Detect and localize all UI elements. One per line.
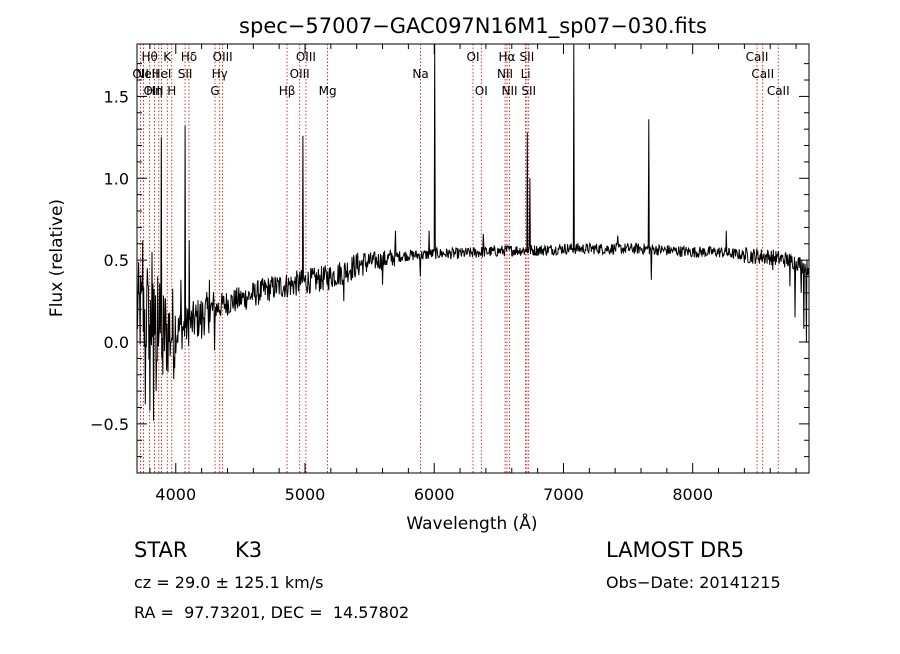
line-marker-label-6: K: [163, 50, 172, 64]
y-axis-label: Flux (relative): [47, 199, 67, 317]
spectrum-line: [136, 43, 810, 421]
line-marker-label-8: SII: [178, 67, 193, 81]
x-tick-label-1: 5000: [285, 485, 326, 504]
line-marker-label-23: Li: [521, 67, 531, 81]
line-marker-label-17: Na: [412, 67, 428, 81]
line-marker-label-28: CaII: [767, 84, 790, 98]
survey-name: LAMOST DR5: [606, 538, 745, 562]
line-marker-label-27: CaII: [751, 67, 774, 81]
x-tick-label-3: 7000: [543, 485, 584, 504]
line-marker-label-18: OI: [467, 50, 480, 64]
line-marker-label-13: Hβ: [279, 84, 296, 98]
plot-frame: [136, 43, 810, 474]
line-marker-label-3: Hη: [146, 84, 163, 98]
obs-date: Obs−Date: 20141215: [606, 573, 781, 592]
redshift-readout: cz = 29.0 ± 125.1 km/s: [134, 573, 324, 592]
y-axis-ticks: −0.5 0.0 0.5 1.0 1.5: [90, 63, 809, 458]
object-class: STAR: [134, 538, 188, 562]
x-tick-label-4: 8000: [672, 485, 713, 504]
line-marker-label-14: OIII: [290, 67, 310, 81]
line-marker-label-24: SII: [520, 50, 535, 64]
line-marker-label-5: HeI: [151, 67, 171, 81]
line-markers: [140, 44, 779, 473]
line-marker-label-25: SII: [521, 84, 536, 98]
x-tick-label-2: 6000: [414, 485, 455, 504]
line-marker-label-4: NeII: [135, 67, 158, 81]
line-marker-label-15: OIII: [296, 50, 316, 64]
y-tick-label-1: 0.0: [104, 333, 129, 352]
line-marker-label-7: H: [167, 84, 176, 98]
y-tick-label-2: 0.5: [104, 251, 129, 270]
line-marker-label-12: OIII: [213, 50, 233, 64]
line-marker-label-0: OII: [132, 67, 149, 81]
x-tick-label-0: 4000: [155, 485, 196, 504]
line-marker-label-22: NII: [502, 84, 518, 98]
chart-title: spec−57007−GAC097N16M1_sp07−030.fits: [239, 14, 707, 39]
line-marker-label-16: Mg: [319, 84, 337, 98]
ra-dec-readout: RA = 97.73201, DEC = 14.57802: [134, 603, 410, 622]
line-marker-label-1: OIII: [143, 84, 163, 98]
line-marker-label-21: Hα: [499, 50, 516, 64]
line-marker-label-9: Hδ: [181, 50, 197, 64]
line-marker-label-26: CaII: [746, 50, 769, 64]
line-marker-label-11: Hγ: [212, 67, 228, 81]
y-tick-label-3: 1.0: [104, 169, 129, 188]
line-marker-label-2: Hθ: [141, 50, 157, 64]
line-marker-labels: OIIOIIIHθHηNeIIHeIKHSIIHδGHγOIIIHβOIIIOI…: [132, 50, 789, 98]
x-axis-ticks: 4000 5000 6000 7000 8000: [149, 44, 797, 504]
line-marker-label-10: G: [210, 84, 219, 98]
x-axis-label: Wavelength (Å): [406, 512, 537, 534]
line-marker-label-19: OI: [475, 84, 488, 98]
object-subclass: K3: [235, 538, 263, 562]
y-tick-label-4: 1.5: [104, 87, 129, 106]
line-marker-label-20: NII: [497, 67, 513, 81]
y-tick-label-0: −0.5: [90, 415, 129, 434]
